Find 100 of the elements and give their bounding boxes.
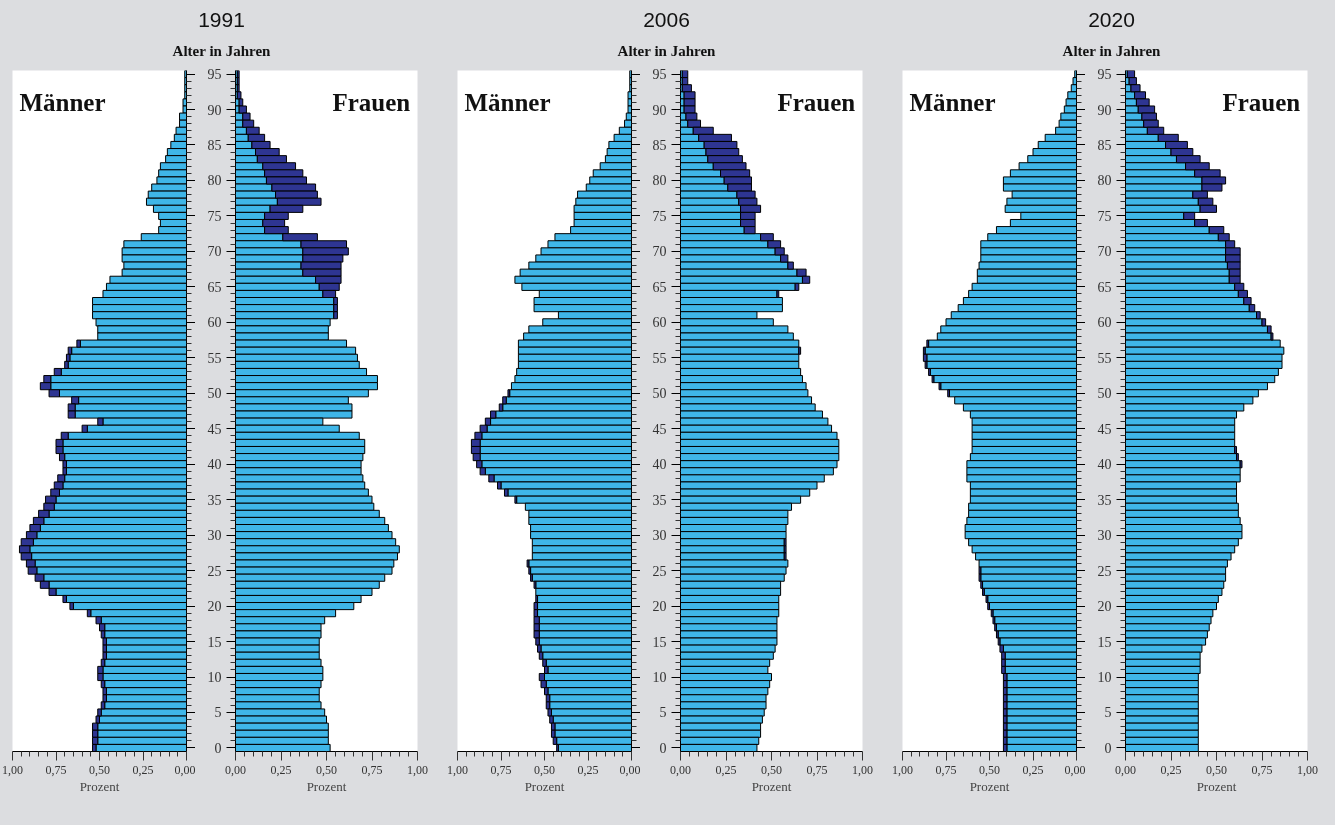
x-tick-label: 0,00 — [619, 762, 641, 777]
annotation: Frauen — [332, 88, 411, 116]
y-tick-label: 30 — [652, 528, 667, 544]
x-tick-label: 0,25 — [577, 762, 599, 777]
y-tick-label: 45 — [652, 421, 667, 437]
x-tick-label: 0,75 — [935, 762, 957, 777]
y-tick-label: 90 — [1097, 102, 1112, 118]
y-tick-label: 55 — [1097, 350, 1112, 366]
y-tick-label: 55 — [207, 350, 222, 366]
y-tick-label: 45 — [207, 421, 222, 437]
x-tick-label: 0,75 — [490, 762, 512, 777]
x-tick-label: 0,00 — [670, 762, 691, 777]
y-tick-label: 5 — [1104, 705, 1112, 721]
x-tick-label: 0,25 — [132, 762, 154, 777]
y-tick-label: 20 — [207, 599, 222, 615]
y-tick-label: 85 — [207, 137, 222, 153]
annotation: Männer — [909, 88, 996, 116]
y-axis-title: Alter in Jahren — [617, 42, 716, 61]
y-tick-label: 50 — [1097, 386, 1112, 402]
y-tick-label: 65 — [207, 279, 222, 295]
y-tick-label: 50 — [652, 386, 667, 402]
y-tick-label: 15 — [652, 634, 667, 650]
x-tick-label: 1,00 — [852, 762, 873, 777]
y-tick-label: 35 — [1097, 492, 1112, 508]
y-tick-label: 30 — [207, 528, 222, 544]
x-tick-label: 0,00 — [1064, 762, 1086, 777]
x-axis-title: Prozent — [524, 778, 565, 794]
y-tick-label: 65 — [652, 279, 667, 295]
x-axis-title: Prozent — [751, 778, 792, 794]
y-tick-label: 15 — [207, 634, 222, 650]
y-tick-label: 0 — [1104, 740, 1112, 756]
x-tick-label: 0,50 — [89, 762, 110, 777]
x-tick-label: 0,75 — [45, 762, 67, 777]
y-tick-label: 10 — [652, 670, 667, 686]
x-tick-label: 0,25 — [1022, 762, 1044, 777]
x-axis-title: Prozent — [969, 778, 1010, 794]
y-tick-label: 70 — [652, 244, 667, 260]
x-tick-label: 1,00 — [892, 762, 913, 777]
y-tick-label: 10 — [1097, 670, 1112, 686]
x-tick-label: 1,00 — [2, 762, 23, 777]
y-tick-label: 25 — [207, 563, 222, 579]
x-tick-label: 0,50 — [316, 762, 337, 777]
y-tick-label: 20 — [1097, 599, 1112, 615]
x-tick-label: 0,00 — [225, 762, 246, 777]
y-tick-label: 35 — [207, 492, 222, 508]
x-tick-label: 0,75 — [806, 762, 828, 777]
y-axis-title: Alter in Jahren — [172, 42, 271, 61]
x-tick-label: 0,00 — [174, 762, 196, 777]
y-tick-label: 80 — [1097, 173, 1112, 189]
x-axis-title: Prozent — [1196, 778, 1237, 794]
y-tick-label: 5 — [659, 705, 667, 721]
y-tick-label: 90 — [652, 102, 667, 118]
annotation: Männer — [464, 88, 551, 116]
y-tick-label: 95 — [1097, 67, 1112, 83]
y-tick-label: 70 — [1097, 244, 1112, 260]
y-tick-label: 20 — [652, 599, 667, 615]
chart-title: 1991 — [198, 7, 245, 33]
x-tick-label: 0,50 — [761, 762, 782, 777]
x-tick-label: 0,75 — [1251, 762, 1273, 777]
y-tick-label: 80 — [207, 173, 222, 189]
annotation: Frauen — [777, 88, 856, 116]
y-axis-title: Alter in Jahren — [1062, 42, 1161, 61]
y-tick-label: 60 — [1097, 315, 1112, 331]
x-tick-label: 1,00 — [407, 762, 428, 777]
y-tick-label: 60 — [652, 315, 667, 331]
y-tick-label: 40 — [207, 457, 222, 473]
x-tick-label: 0,25 — [270, 762, 292, 777]
x-tick-label: 0,25 — [715, 762, 737, 777]
y-tick-label: 65 — [1097, 279, 1112, 295]
y-tick-label: 0 — [659, 740, 667, 756]
y-tick-label: 75 — [1097, 208, 1112, 224]
y-tick-label: 80 — [652, 173, 667, 189]
x-axis-title: Prozent — [79, 778, 120, 794]
y-tick-label: 40 — [652, 457, 667, 473]
y-tick-label: 15 — [1097, 634, 1112, 650]
y-tick-label: 95 — [652, 67, 667, 83]
y-tick-label: 5 — [214, 705, 222, 721]
y-tick-label: 25 — [1097, 563, 1112, 579]
y-tick-label: 60 — [207, 315, 222, 331]
x-tick-label: 1,00 — [447, 762, 468, 777]
chart-title: 2006 — [643, 7, 690, 33]
annotation: Männer — [19, 88, 106, 116]
y-tick-label: 75 — [207, 208, 222, 224]
chart-title: 2020 — [1088, 7, 1135, 33]
y-tick-label: 85 — [652, 137, 667, 153]
x-tick-label: 0,50 — [1206, 762, 1227, 777]
x-tick-label: 0,00 — [1115, 762, 1136, 777]
y-tick-label: 35 — [652, 492, 667, 508]
y-tick-label: 95 — [207, 67, 222, 83]
x-axis-title: Prozent — [306, 778, 347, 794]
x-tick-label: 0,75 — [361, 762, 383, 777]
y-tick-label: 40 — [1097, 457, 1112, 473]
y-tick-label: 85 — [1097, 137, 1112, 153]
y-tick-label: 10 — [207, 670, 222, 686]
y-tick-label: 25 — [652, 563, 667, 579]
y-tick-label: 0 — [214, 740, 222, 756]
x-tick-label: 0,25 — [1160, 762, 1182, 777]
y-tick-label: 70 — [207, 244, 222, 260]
y-tick-label: 50 — [207, 386, 222, 402]
y-tick-label: 45 — [1097, 421, 1112, 437]
